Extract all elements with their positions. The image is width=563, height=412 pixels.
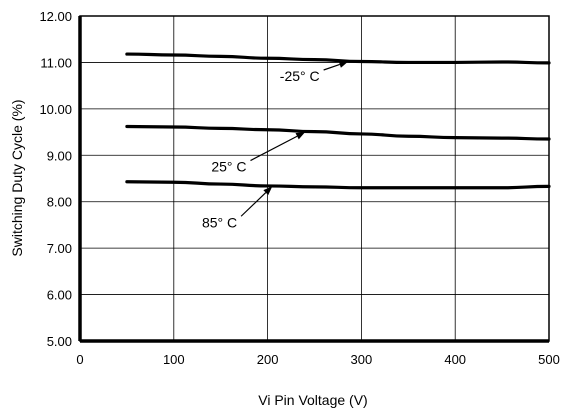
annotation-pointer-0	[323, 63, 340, 71]
series-label-1: 25° C	[211, 159, 246, 175]
x-tick-label: 0	[76, 352, 83, 367]
y-tick-label: 5.00	[47, 334, 72, 349]
y-tick-label: 6.00	[47, 288, 72, 303]
y-tick-label: 12.00	[39, 9, 72, 24]
x-tick-label: 200	[257, 352, 279, 367]
tick-labels: 0 100 200 300 400 500 5.00 6.00 7.00 8.00 9.00 10.0…	[39, 9, 559, 367]
series-line-2	[125, 180, 551, 190]
x-tick-label: 400	[444, 352, 466, 367]
axes	[78, 15, 550, 343]
series-lines	[125, 52, 551, 190]
annotation-pointer-1	[250, 135, 298, 162]
y-tick-label: 9.00	[47, 148, 72, 163]
annotation-arrowhead-0	[338, 61, 349, 68]
x-axis-title: Vi Pin Voltage (V)	[258, 392, 367, 408]
x-tick-label: 500	[538, 352, 560, 367]
y-tick-label: 11.00	[40, 55, 72, 70]
series-label-2: 85° C	[202, 214, 237, 230]
annotation-pointer-2	[240, 192, 267, 217]
annotation-arrowhead-2	[263, 186, 273, 196]
x-tick-label: 100	[163, 352, 185, 367]
y-tick-label: 7.00	[47, 241, 72, 256]
x-tick-label: 300	[351, 352, 373, 367]
annotations: -25° C 25° C 85° C	[202, 61, 349, 230]
y-axis-title: Switching Duty Cycle (%)	[9, 99, 25, 256]
series-line-0	[125, 52, 551, 65]
y-tick-label: 10.00	[39, 102, 72, 117]
annotation-arrowhead-1	[295, 132, 306, 140]
grid-lines	[80, 15, 550, 341]
series-line-1	[125, 124, 551, 141]
y-tick-label: 8.00	[47, 195, 72, 210]
series-label-0: -25° C	[280, 68, 320, 84]
plot-frame	[79, 15, 550, 342]
